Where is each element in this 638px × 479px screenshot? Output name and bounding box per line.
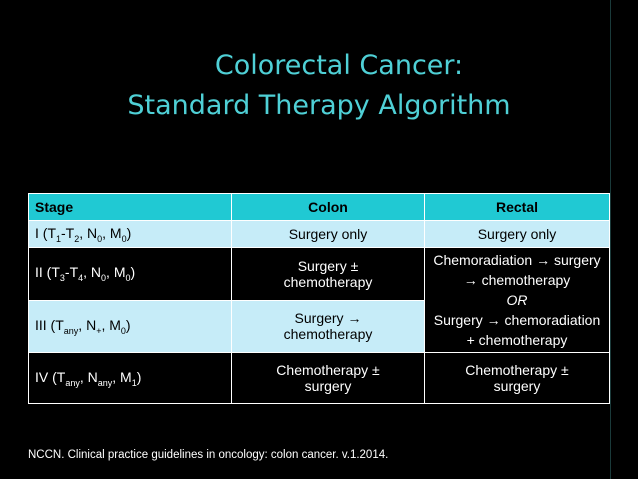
- therapy-table: Stage Colon Rectal I (T1-T2, N0, M0) Sur…: [28, 193, 610, 404]
- citation: NCCN. Clinical practice guidelines in on…: [28, 449, 389, 461]
- colon-cell: Surgery only: [231, 220, 425, 248]
- colon-cell: Surgery ± chemotherapy: [231, 247, 425, 301]
- rectal-merged-cell: Chemoradiation → surgery → chemotherapy …: [424, 247, 610, 353]
- slide-right-rule: [610, 0, 611, 479]
- colon-cell: Chemotherapy ± surgery: [231, 352, 425, 404]
- stage-cell: II (T3-T4, N0, M0): [28, 247, 232, 301]
- rectal-cell: Surgery only: [424, 220, 610, 248]
- table-row-stage-1: I (T1-T2, N0, M0) Surgery only Surgery o…: [28, 220, 610, 248]
- header-rectal: Rectal: [424, 193, 610, 221]
- header-stage: Stage: [28, 193, 232, 221]
- rectal-cell: Chemotherapy ± surgery: [424, 352, 610, 404]
- stage-cell: III (Tany, N+, M0): [28, 299, 232, 353]
- table-row-stage-3: III (Tany, N+, M0) Surgery → chemotherapy: [28, 299, 610, 353]
- title-line-2: Standard Therapy Algorithm: [127, 90, 511, 122]
- table-row-stage-4: IV (Tany, Nany, M1) Chemotherapy ± surger…: [28, 352, 610, 404]
- title-line-1: Colorectal Cancer:: [214, 50, 464, 82]
- table-header-row: Stage Colon Rectal: [28, 193, 610, 221]
- stage-cell: IV (Tany, Nany, M1): [28, 352, 232, 404]
- stage-cell: I (T1-T2, N0, M0): [28, 220, 232, 248]
- slide-title: Colorectal Cancer: Standard Therapy Algo…: [0, 46, 638, 126]
- colon-cell: Surgery → chemotherapy: [231, 299, 425, 353]
- table-row-stage-2: II (T3-T4, N0, M0) Surgery ± chemotherapy…: [28, 247, 610, 353]
- header-colon: Colon: [231, 193, 425, 221]
